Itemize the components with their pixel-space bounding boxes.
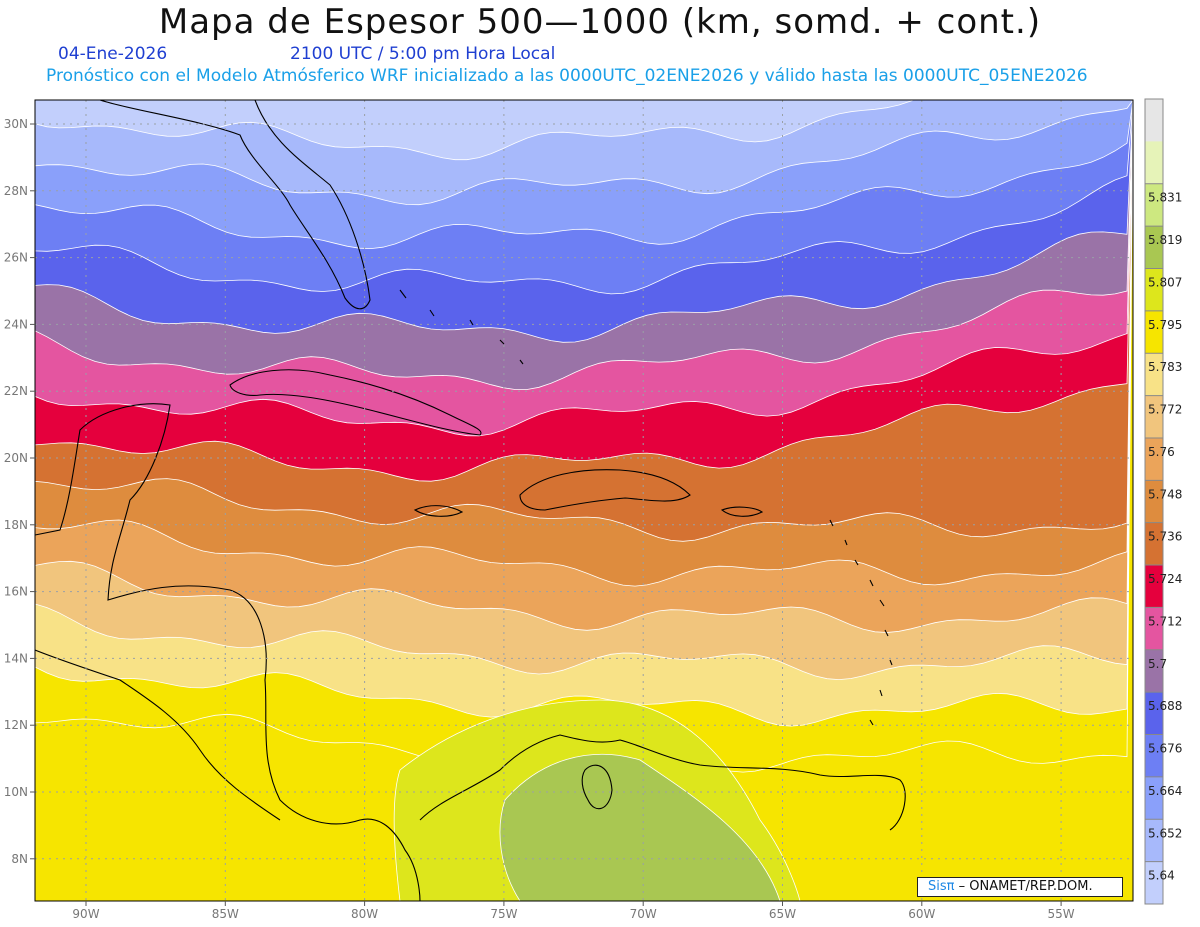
lon-label: 55W <box>1048 907 1075 921</box>
colorbar-swatch <box>1145 268 1163 312</box>
lat-label: 12N <box>4 718 28 732</box>
map-frame <box>34 99 1134 902</box>
graticule <box>35 100 1133 901</box>
colorbar-label: 5.819 <box>1148 233 1182 247</box>
lat-label: 10N <box>4 785 28 799</box>
colorbar-label: 5.64 <box>1148 869 1175 883</box>
colorbar-swatch <box>1145 522 1163 566</box>
colorbar-label: 5.795 <box>1148 318 1182 332</box>
lon-label: 60W <box>908 907 935 921</box>
lon-label: 65W <box>769 907 796 921</box>
colorbar-label: 5.807 <box>1148 275 1182 289</box>
colorbar-label: 5.712 <box>1148 614 1182 628</box>
colorbar-swatch <box>1145 607 1163 651</box>
colorbar-swatch <box>1145 776 1163 820</box>
lon-label: 85W <box>212 907 239 921</box>
colorbar-swatch <box>1145 734 1163 778</box>
colorbar-swatch <box>1145 565 1163 608</box>
colorbar-label: 5.736 <box>1148 530 1182 544</box>
lat-label: 14N <box>4 651 28 665</box>
forecast-date: 04-Ene-2026 <box>58 44 168 64</box>
coastlines <box>35 100 906 901</box>
credit-box: Sisπ – ONAMET/REP.DOM. <box>917 877 1123 897</box>
lat-label: 18N <box>4 518 28 532</box>
colorbar-swatch <box>1145 353 1163 397</box>
green-core-inner <box>499 753 781 901</box>
map-title: Mapa de Espesor 500—1000 (km, somd. + co… <box>158 2 1042 42</box>
colorbar-swatch <box>1145 395 1163 439</box>
colorbar: 5.64 5.652 5.664 5.676 5.688 5.7 5.712 5.724 5.7… <box>1144 98 1182 905</box>
colorbar-swatch <box>1145 141 1163 185</box>
colorbar-label: 5.831 <box>1148 191 1182 205</box>
colorbar-label: 5.7 <box>1148 657 1167 671</box>
lat-label: 30N <box>4 117 28 131</box>
lat-label: 16N <box>4 585 28 599</box>
colorbar-swatch <box>1145 480 1163 524</box>
colorbar-swatch <box>1145 310 1163 354</box>
colorbar-swatch <box>1145 437 1163 481</box>
colorbar-label: 5.748 <box>1148 487 1182 501</box>
colorbar-frame <box>1144 98 1164 905</box>
valid-time: 2100 UTC / 5:00 pm Hora Local <box>290 44 556 64</box>
lat-label: 20N <box>4 451 28 465</box>
colorbar-swatch <box>1145 99 1163 142</box>
colorbar-label: 5.652 <box>1148 826 1182 840</box>
colorbar-swatch <box>1145 649 1163 693</box>
credit-brand: Sisπ <box>928 879 955 894</box>
colorbar-label: 5.76 <box>1148 445 1175 459</box>
colorbar-label: 5.676 <box>1148 742 1182 756</box>
lat-label: 8N <box>11 852 28 866</box>
colorbar-label: 5.783 <box>1148 360 1182 374</box>
lat-label: 26N <box>4 251 28 265</box>
credit-text: – ONAMET/REP.DOM. <box>958 879 1093 894</box>
lat-label: 22N <box>4 384 28 398</box>
lat-label: 28N <box>4 184 28 198</box>
lat-label: 24N <box>4 317 28 331</box>
lon-label: 70W <box>630 907 657 921</box>
colorbar-swatch <box>1145 226 1163 269</box>
colorbar-swatch <box>1145 692 1163 736</box>
lon-label: 75W <box>490 907 517 921</box>
thickness-band <box>35 100 1133 161</box>
model-description: Pronóstico con el Modelo Atmósferico WRF… <box>46 66 1088 86</box>
colorbar-label: 5.724 <box>1148 572 1182 586</box>
lon-label: 80W <box>351 907 378 921</box>
colorbar-label: 5.688 <box>1148 699 1182 713</box>
colorbar-swatch <box>1145 183 1163 227</box>
colorbar-swatch <box>1145 819 1163 863</box>
colorbar-label: 5.664 <box>1148 784 1182 798</box>
colorbar-swatch <box>1145 861 1163 905</box>
lon-label: 90W <box>72 907 99 921</box>
thickness-field <box>35 100 1133 901</box>
colorbar-label: 5.772 <box>1148 403 1182 417</box>
